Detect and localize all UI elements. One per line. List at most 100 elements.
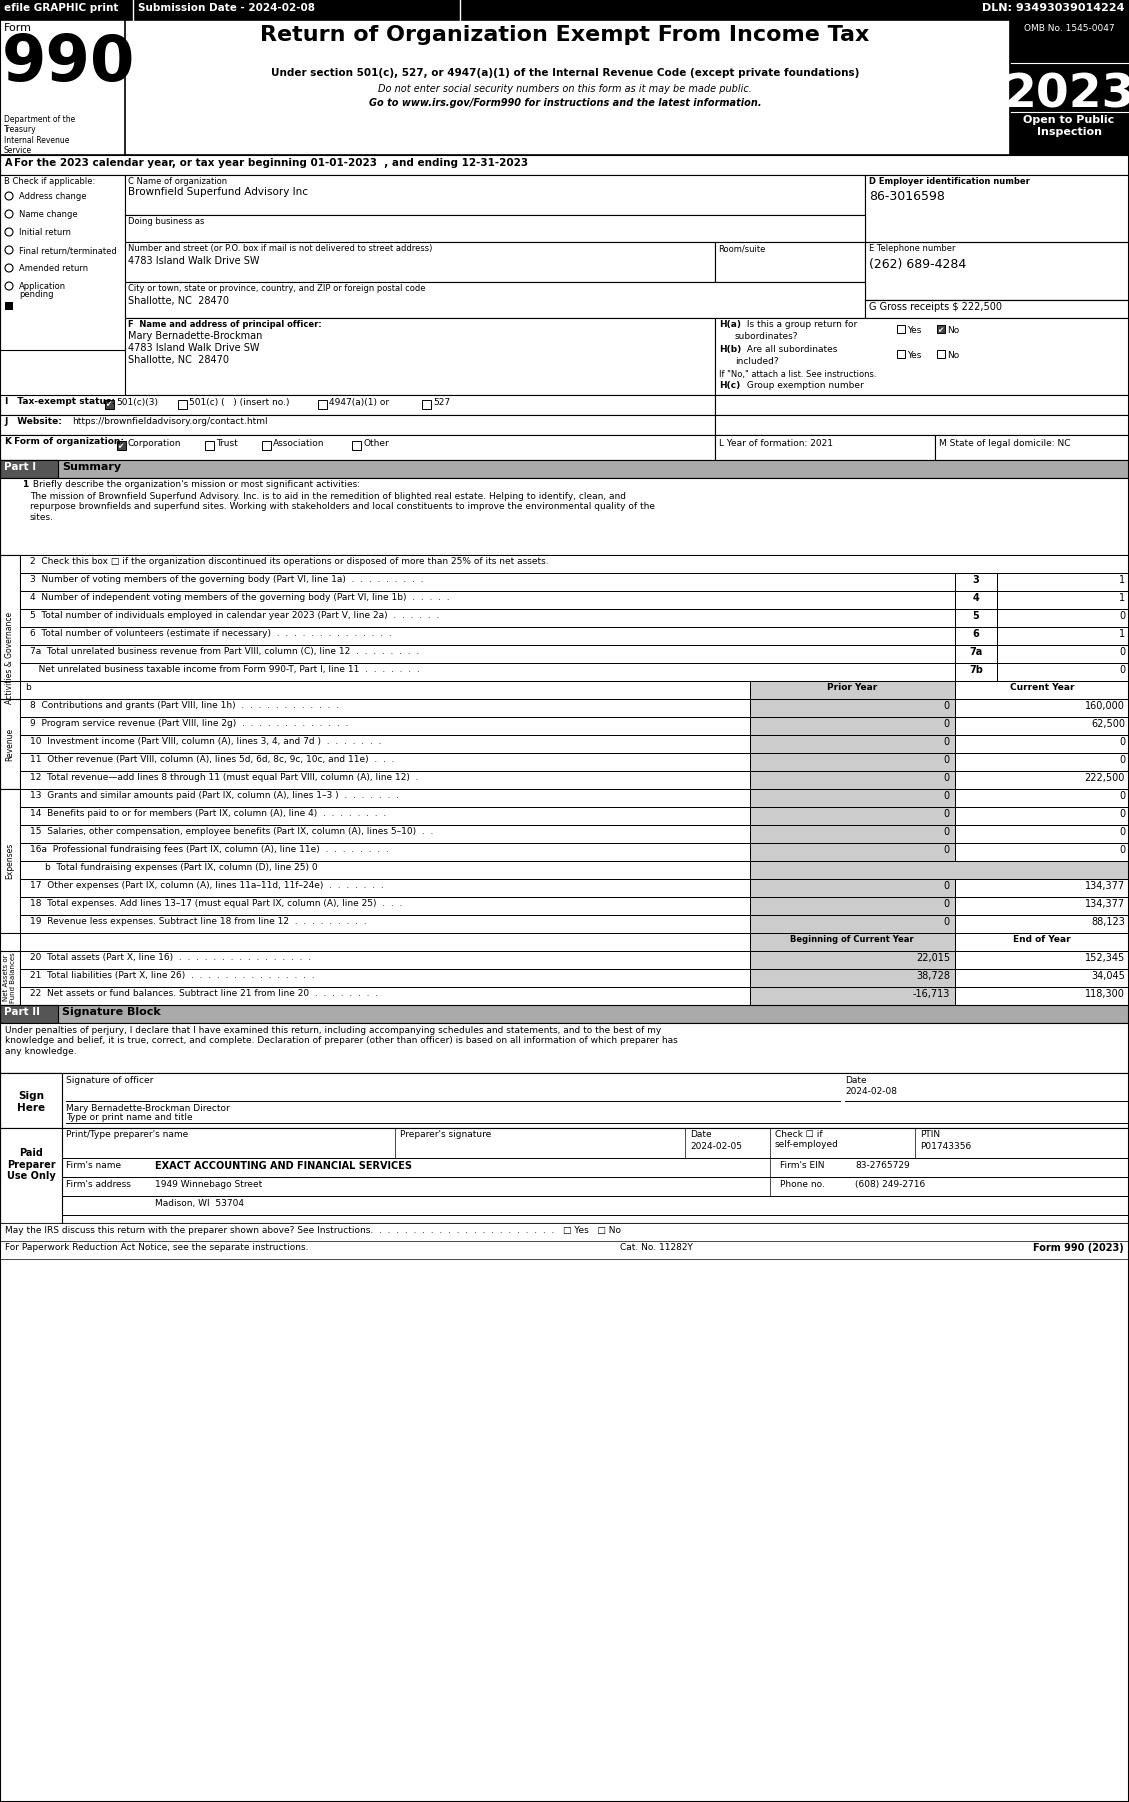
Text: ✔: ✔ [937,326,944,335]
Text: 2023: 2023 [1004,72,1129,117]
Text: Yes: Yes [907,326,921,335]
Text: For Paperwork Reduction Act Notice, see the separate instructions.: For Paperwork Reduction Act Notice, see … [5,1243,308,1252]
Text: 3  Number of voting members of the governing body (Part VI, line 1a)  .  .  .  .: 3 Number of voting members of the govern… [30,575,423,584]
Text: 86-3016598: 86-3016598 [869,189,945,204]
Text: 62,500: 62,500 [1091,719,1124,730]
Bar [955,933,1129,951]
Bar [0,789,20,933]
Text: 88,123: 88,123 [1091,917,1124,926]
Bar [750,807,955,825]
Bar [0,478,1129,555]
Text: Firm's address: Firm's address [65,1180,131,1189]
Text: K: K [5,438,11,447]
Text: 0: 0 [1119,809,1124,818]
Bar [750,699,955,717]
Text: PTIN: PTIN [920,1130,940,1139]
Text: 0: 0 [1119,665,1124,676]
Text: 14  Benefits paid to or for members (Part IX, column (A), line 4)  .  .  .  .  .: 14 Benefits paid to or for members (Part… [30,809,386,818]
Bar [750,843,955,861]
Text: Go to www.irs.gov/Form990 for instructions and the latest information.: Go to www.irs.gov/Form990 for instructio… [369,97,761,108]
Text: Form 990 (2023): Form 990 (2023) [1033,1243,1124,1252]
Bar [422,400,431,409]
Bar [955,699,1129,717]
Bar [865,299,1129,317]
Text: 152,345: 152,345 [1085,953,1124,962]
Text: Yes: Yes [907,351,921,360]
Text: For the 2023 calendar year, or tax year beginning 01-01-2023  , and ending 12-31: For the 2023 calendar year, or tax year … [14,159,528,168]
Text: 0: 0 [944,881,949,890]
Text: 4947(a)(1) or: 4947(a)(1) or [329,398,390,407]
Text: Activities & Governance: Activities & Governance [6,613,15,705]
Bar [997,609,1129,627]
Bar [5,303,14,310]
Text: E Telephone number: E Telephone number [869,243,955,252]
Text: Under section 501(c), 527, or 4947(a)(1) of the Internal Revenue Code (except pr: Under section 501(c), 527, or 4947(a)(1)… [271,68,859,77]
Bar [0,1072,62,1128]
Bar [20,717,750,735]
Text: Trust: Trust [216,440,238,449]
Bar [20,645,955,663]
Bar [20,897,750,915]
Text: Revenue: Revenue [6,728,15,760]
Bar [937,350,945,359]
Bar [20,555,1129,573]
Text: 17  Other expenses (Part IX, column (A), lines 11a–11d, 11f–24e)  .  .  .  .  . : 17 Other expenses (Part IX, column (A), … [30,881,384,890]
Text: 7a: 7a [970,647,982,658]
Bar [125,281,865,317]
Text: I: I [5,396,8,405]
Text: 2  Check this box □ if the organization discontinued its operations or disposed : 2 Check this box □ if the organization d… [30,557,549,566]
Bar [955,681,1129,699]
Text: Other: Other [364,440,388,449]
Bar [750,915,955,933]
Bar [898,350,905,359]
Text: Return of Organization Exempt From Income Tax: Return of Organization Exempt From Incom… [261,25,869,45]
Bar [955,771,1129,789]
Bar [955,843,1129,861]
Text: 527: 527 [434,398,450,407]
Bar [750,879,955,897]
Bar [997,663,1129,681]
Text: F  Name and address of principal officer:: F Name and address of principal officer: [128,321,322,330]
Bar [750,933,955,951]
Bar [750,789,955,807]
Bar [715,414,1129,434]
Bar [125,317,715,395]
Bar [0,699,20,789]
Text: 0: 0 [944,899,949,908]
Text: Final return/terminated: Final return/terminated [19,247,116,256]
Bar [997,645,1129,663]
Bar [750,753,955,771]
Bar [125,241,715,281]
Text: If "No," attach a list. See instructions.: If "No," attach a list. See instructions… [719,369,876,378]
Bar [750,681,955,699]
Bar [117,441,126,450]
Text: Initial return: Initial return [19,229,71,238]
Text: Tax-exempt status:: Tax-exempt status: [11,396,115,405]
Text: Number and street (or P.O. box if mail is not delivered to street address): Number and street (or P.O. box if mail i… [128,243,432,252]
Bar [20,969,750,987]
Text: Madison, WI  53704: Madison, WI 53704 [155,1198,244,1207]
Text: P01743356: P01743356 [920,1142,971,1151]
Text: Net unrelated business taxable income from Form 990-T, Part I, line 11  .  .  . : Net unrelated business taxable income fr… [30,665,420,674]
Bar [0,555,20,760]
Bar [0,460,58,478]
Text: EXACT ACCOUNTING AND FINANCIAL SERVICES: EXACT ACCOUNTING AND FINANCIAL SERVICES [155,1160,412,1171]
Text: pending: pending [19,290,53,299]
Text: H(b): H(b) [719,344,742,353]
Text: 12  Total revenue—add lines 8 through 11 (must equal Part VIII, column (A), line: 12 Total revenue—add lines 8 through 11 … [30,773,419,782]
Text: Mary Bernadette-Brockman: Mary Bernadette-Brockman [128,332,262,341]
Text: 6: 6 [972,629,979,640]
Text: B Check if applicable:: B Check if applicable: [5,177,95,186]
Text: 16a  Professional fundraising fees (Part IX, column (A), line 11e)  .  .  .  .  : 16a Professional fundraising fees (Part … [30,845,388,854]
Text: 1: 1 [1119,575,1124,586]
Bar [750,951,955,969]
Text: C Name of organization: C Name of organization [128,177,227,186]
Text: 15  Salaries, other compensation, employee benefits (Part IX, column (A), lines : 15 Salaries, other compensation, employe… [30,827,434,836]
Bar [955,879,1129,897]
Bar [20,843,750,861]
Text: Form: Form [5,23,32,32]
Text: Under penalties of perjury, I declare that I have examined this return, includin: Under penalties of perjury, I declare th… [5,1025,677,1056]
Bar [955,627,997,645]
Text: M State of legal domicile: NC: M State of legal domicile: NC [939,440,1070,449]
Text: Form of organization:: Form of organization: [11,438,124,447]
